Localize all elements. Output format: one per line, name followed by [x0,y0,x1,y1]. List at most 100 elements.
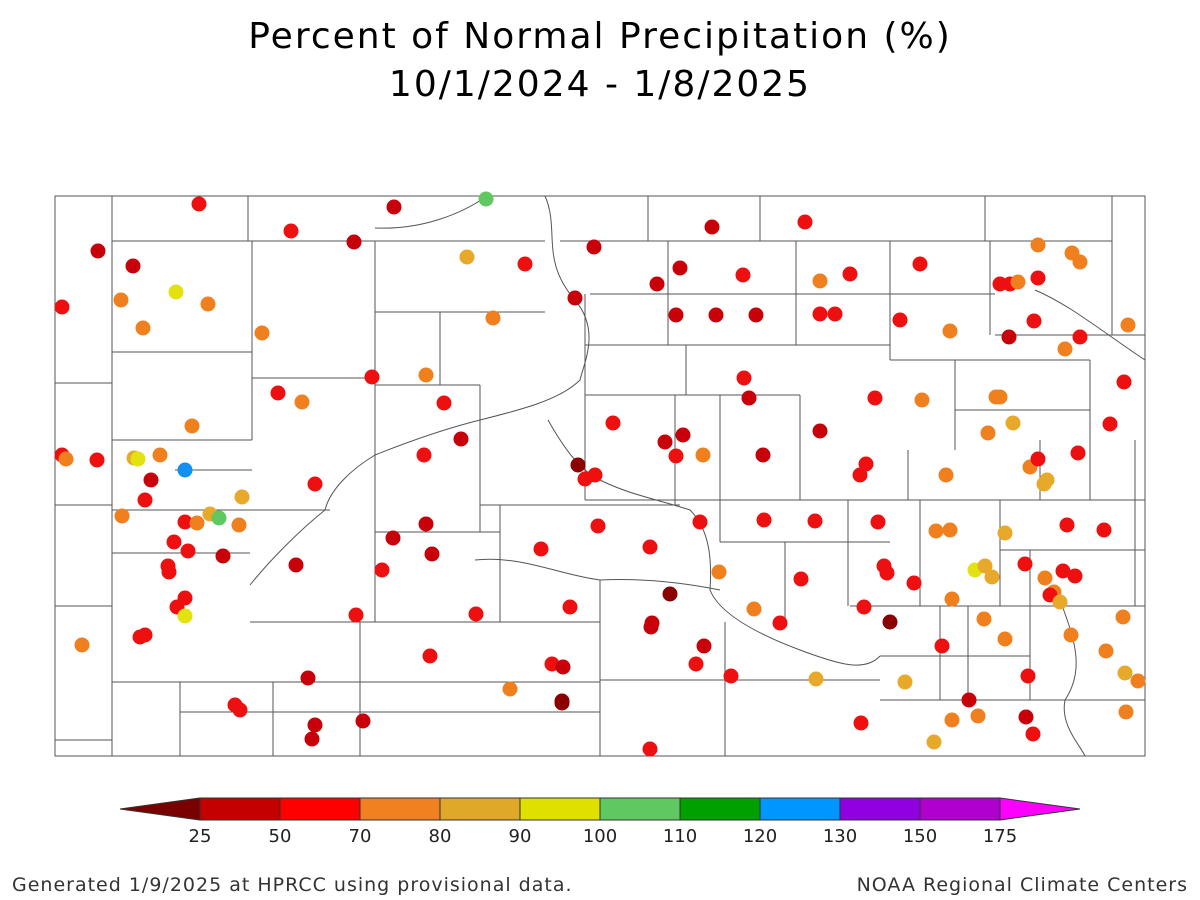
station-marker [1037,570,1053,586]
station-markers [54,191,1146,757]
station-marker [605,415,621,431]
station-marker [254,325,270,341]
station-marker [1117,665,1133,681]
station-marker [180,543,196,559]
station-marker [90,243,106,259]
legend-tick-label: 120 [743,826,777,847]
station-marker [852,467,868,483]
station-marker [807,513,823,529]
station-marker [942,323,958,339]
legend-swatch [759,797,841,821]
legend-tick-label: 80 [429,826,452,847]
station-marker [772,615,788,631]
station-marker [468,606,484,622]
color-legend: 25 50 70 80 90 100 110 120 130 150 175 [119,797,1081,847]
station-marker [374,562,390,578]
station-marker [143,472,159,488]
station-marker [988,389,1004,405]
station-marker [797,214,813,230]
station-marker [168,284,184,300]
station-marker [912,256,928,272]
station-marker [662,586,678,602]
station-marker [914,392,930,408]
station-marker [867,390,883,406]
station-marker [114,508,130,524]
station-marker [436,395,452,411]
station-marker [704,219,720,235]
station-marker [1001,329,1017,345]
station-marker [231,517,247,533]
legend-swatch [999,797,1081,821]
station-marker [1120,317,1136,333]
station-marker [708,307,724,323]
station-marker [1057,341,1073,357]
station-marker [1005,415,1021,431]
station-marker [692,514,708,530]
station-marker [1116,374,1132,390]
station-marker [928,523,944,539]
station-marker [562,599,578,615]
station-marker [842,266,858,282]
station-marker [152,447,168,463]
legend-swatch [119,797,201,821]
station-marker [283,223,299,239]
legend-swatch [919,797,1001,821]
station-marker [135,320,151,336]
station-marker [1118,704,1134,720]
station-marker [1039,472,1055,488]
legend-tick-label: 150 [903,826,937,847]
station-marker [533,541,549,557]
legend-tick-label: 175 [983,826,1017,847]
legend-tick-label: 25 [189,826,212,847]
legend-tick-label: 50 [269,826,292,847]
station-marker [756,512,772,528]
station-marker [812,423,828,439]
station-marker [125,258,141,274]
station-marker [1072,254,1088,270]
station-marker [416,447,432,463]
legend-swatch [439,797,521,821]
station-marker [418,367,434,383]
station-marker [1059,517,1075,533]
station-marker [997,631,1013,647]
station-marker [755,447,771,463]
legend-tick-label: 100 [583,826,617,847]
station-marker [418,516,434,532]
station-marker [938,467,954,483]
station-marker [926,734,942,750]
station-marker [711,564,727,580]
station-marker [294,394,310,410]
station-marker [300,670,316,686]
legend-tick-label: 110 [663,826,697,847]
station-marker [1025,726,1041,742]
station-marker [307,476,323,492]
station-marker [984,569,1000,585]
station-marker [741,390,757,406]
station-marker [177,514,193,530]
generated-note: Generated 1/9/2025 at HPRCC using provis… [12,874,573,896]
station-marker [1030,451,1046,467]
station-marker [288,557,304,573]
station-marker [161,564,177,580]
station-marker [1017,556,1033,572]
station-marker [723,668,739,684]
station-marker [746,601,762,617]
station-marker [649,276,665,292]
station-marker [858,456,874,472]
map-period: 10/1/2024 - 1/8/2025 [388,64,812,105]
station-marker [870,514,886,530]
station-marker [130,451,146,467]
station-marker [234,489,250,505]
station-marker [944,591,960,607]
station-marker [668,307,684,323]
station-marker [675,427,691,443]
station-marker [386,199,402,215]
station-marker [856,599,872,615]
station-marker [54,299,70,315]
station-marker [555,659,571,675]
station-marker [808,671,824,687]
legend-swatch [839,797,921,821]
station-marker [211,510,227,526]
station-marker [348,607,364,623]
station-marker [422,648,438,664]
